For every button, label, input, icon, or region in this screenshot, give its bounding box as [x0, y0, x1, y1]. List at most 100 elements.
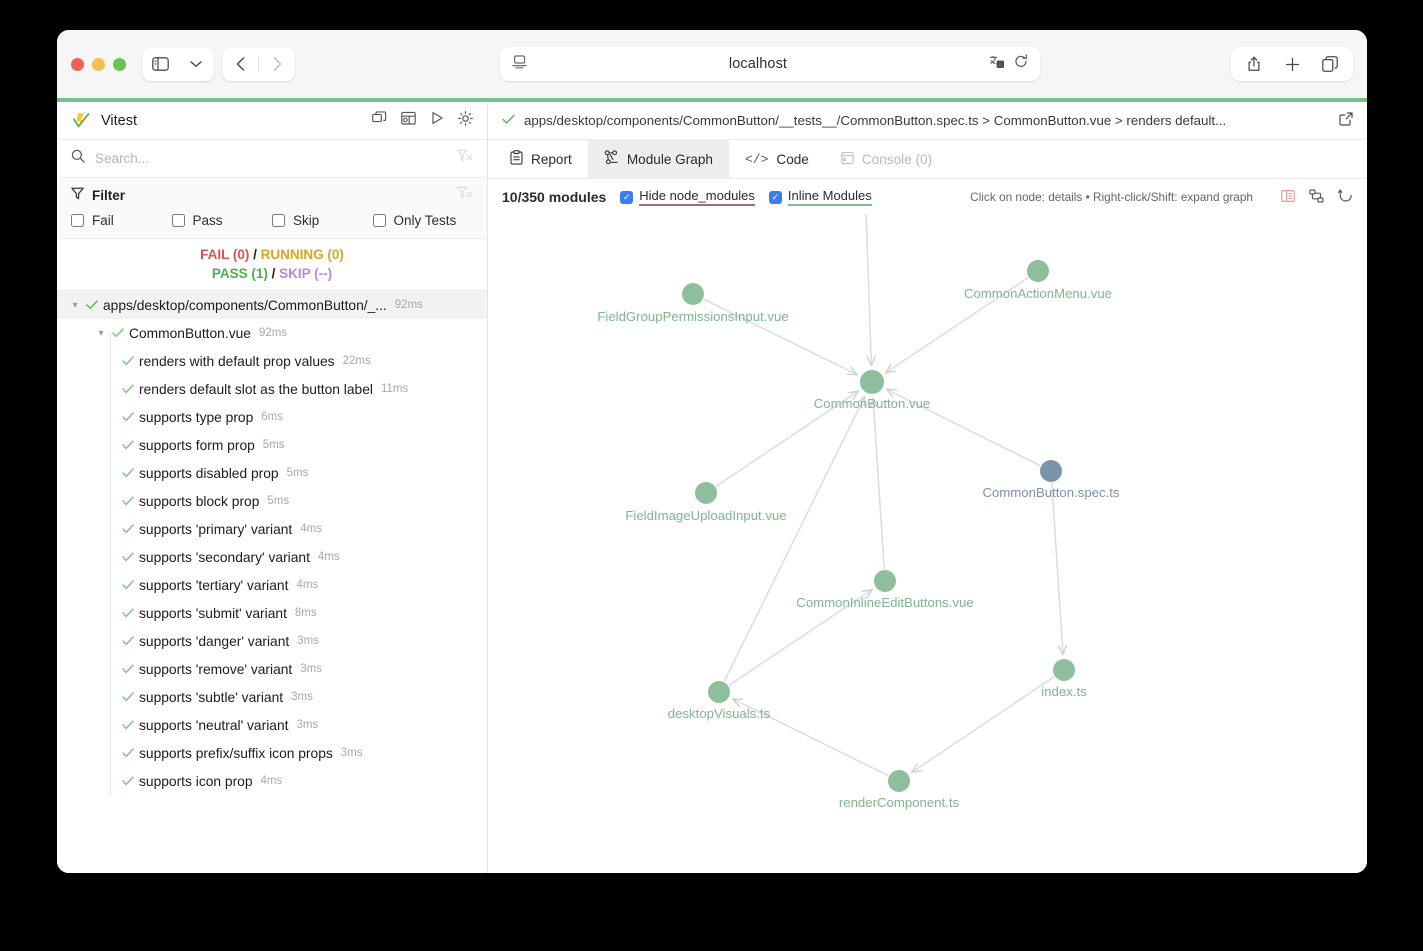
window-controls[interactable]	[71, 57, 126, 71]
browser-toolbar: localhost A	[57, 30, 1367, 98]
graph-node[interactable]	[695, 482, 717, 504]
graph-nodes[interactable]: FieldGroupPermissionsInput.vue CommonActi…	[597, 260, 1120, 810]
tree-item-test[interactable]: supports disabled prop 5ms	[57, 458, 487, 488]
module-graph-canvas[interactable]: FieldGroupPermissionsInput.vue CommonActi…	[488, 215, 1367, 873]
reload-icon[interactable]	[1014, 54, 1028, 74]
address-actions[interactable]: A	[989, 54, 1028, 74]
panels-icon[interactable]	[372, 110, 387, 131]
sidebar-header-actions[interactable]	[372, 110, 473, 131]
graph-node[interactable]	[1040, 460, 1062, 482]
chevron-down-icon[interactable]: ▾	[98, 327, 104, 339]
dashboard-icon[interactable]	[401, 111, 416, 131]
tree-item-label: supports 'subtle' variant	[139, 689, 284, 705]
check-icon	[109, 328, 127, 338]
graph-node[interactable]	[708, 681, 730, 703]
reader-view-icon[interactable]	[512, 54, 527, 74]
graph-node[interactable]	[860, 370, 884, 394]
checkbox[interactable]	[71, 214, 84, 227]
toggle-hide-node-modules[interactable]: ✓ Hide node_modules	[620, 188, 755, 206]
tree-item-test[interactable]: supports 'submit' variant 8ms	[57, 598, 487, 628]
checkbox[interactable]	[171, 214, 185, 227]
search-input[interactable]	[95, 151, 447, 166]
console-icon	[841, 151, 854, 168]
close-window-button[interactable]	[71, 57, 84, 71]
minimize-window-button[interactable]	[92, 57, 105, 71]
tree-item-test[interactable]: supports 'tertiary' variant 4ms	[57, 570, 487, 600]
code-icon: </>	[744, 151, 769, 167]
maximize-window-button[interactable]	[113, 57, 126, 71]
chevron-right-icon[interactable]	[259, 48, 295, 81]
tree-item-test[interactable]: supports 'subtle' variant 3ms	[57, 682, 487, 712]
tree-item-test[interactable]: supports 'remove' variant 3ms	[57, 654, 487, 684]
tab-overview-icon[interactable]	[1313, 48, 1347, 81]
graph-node[interactable]	[682, 283, 704, 305]
tree-item-duration: 3ms	[297, 635, 319, 647]
graph-edge	[887, 389, 1041, 467]
tree-item-duration: 3ms	[296, 719, 319, 731]
tree-item-test[interactable]: supports prefix/suffix icon props 3ms	[57, 738, 487, 768]
tree-item-file[interactable]: ▾ apps/desktop/components/CommonButton/_…	[57, 291, 487, 319]
tree-item-duration: 4ms	[296, 579, 319, 591]
check-icon	[119, 496, 137, 506]
tree-item-test[interactable]: supports 'primary' variant 4ms	[57, 514, 487, 544]
translate-icon[interactable]: A	[989, 55, 1005, 74]
tab-module-graph[interactable]: Module Graph	[587, 140, 729, 178]
navigation-controls[interactable]	[222, 47, 295, 81]
filter-option-fail[interactable]: Fail	[71, 213, 172, 228]
check-icon	[119, 552, 137, 562]
checkbox-checked[interactable]: ✓	[768, 190, 782, 204]
share-icon[interactable]	[1237, 48, 1271, 81]
address-bar[interactable]: localhost A	[500, 47, 1040, 81]
tree-item-test[interactable]: supports block prop 5ms	[57, 486, 487, 516]
address-title[interactable]: localhost	[728, 56, 788, 72]
graph-node-label: index.ts	[1041, 684, 1087, 699]
test-tree: ▾ apps/desktop/components/CommonButton/_…	[57, 291, 487, 873]
sidebar-icon[interactable]	[142, 48, 178, 81]
graph-node[interactable]	[888, 770, 910, 792]
graph-node[interactable]	[874, 570, 896, 592]
relayout-icon[interactable]	[1309, 188, 1324, 206]
chevron-down-icon[interactable]	[178, 48, 214, 81]
run-icon[interactable]	[430, 111, 444, 130]
search-bar[interactable]	[57, 140, 487, 178]
graph-actions[interactable]	[1281, 188, 1353, 206]
tree-item-test[interactable]: supports 'danger' variant 3ms	[57, 626, 487, 656]
checkbox[interactable]	[372, 214, 386, 227]
toggle-inline-modules[interactable]: ✓ Inline Modules	[768, 188, 872, 206]
browser-actions[interactable]	[1231, 47, 1353, 81]
tree-item-suite[interactable]: ▾ CommonButton.vue 92ms	[57, 319, 487, 348]
theme-icon[interactable]	[458, 110, 473, 131]
test-summary: FAIL (0) / RUNNING (0) PASS (1) / SKIP (…	[57, 239, 487, 291]
plus-icon[interactable]	[1275, 48, 1309, 81]
clear-filter-icon[interactable]	[457, 186, 473, 205]
filter-option-only-tests[interactable]: Only Tests	[372, 213, 474, 228]
tree-item-test[interactable]: supports 'secondary' variant 4ms	[57, 542, 487, 572]
tree-item-test[interactable]: supports 'neutral' variant 3ms	[57, 710, 487, 740]
panel-toggle-icon[interactable]	[1281, 189, 1295, 206]
summary-line-2: PASS (1) / SKIP (--)	[57, 264, 487, 283]
filter-options: Fail Pass Skip Only Tests	[71, 213, 473, 228]
tree-item-test[interactable]: renders with default prop values 22ms	[57, 346, 487, 376]
filter-option-pass[interactable]: Pass	[171, 213, 273, 228]
sidebar-controls[interactable]	[142, 47, 214, 81]
tab-console[interactable]: Console (0)	[825, 140, 948, 178]
reset-icon[interactable]	[1338, 188, 1353, 206]
chevron-left-icon[interactable]	[222, 48, 258, 81]
chevron-down-icon[interactable]: ▾	[72, 299, 78, 311]
tab-report[interactable]: Report	[494, 140, 588, 178]
graph-edges	[703, 215, 1063, 777]
tab-code[interactable]: </> Code	[729, 140, 825, 178]
tree-item-test[interactable]: supports type prop 6ms	[57, 402, 487, 432]
tree-item-test[interactable]: supports form prop 5ms	[57, 430, 487, 460]
breadcrumb-text: apps/desktop/components/CommonButton/__t…	[524, 113, 1227, 128]
tree-item-test[interactable]: supports icon prop 4ms	[57, 766, 487, 796]
checkbox-checked[interactable]: ✓	[620, 190, 634, 204]
filter-panel: Filter Fail Pass	[57, 178, 487, 239]
graph-node[interactable]	[1053, 659, 1075, 681]
tree-item-test[interactable]: renders default slot as the button label…	[57, 374, 487, 404]
clear-filter-icon[interactable]	[457, 149, 473, 168]
checkbox[interactable]	[272, 214, 285, 227]
external-link-icon[interactable]	[1339, 112, 1353, 129]
filter-option-skip[interactable]: Skip	[272, 213, 373, 228]
graph-node[interactable]	[1027, 260, 1049, 282]
